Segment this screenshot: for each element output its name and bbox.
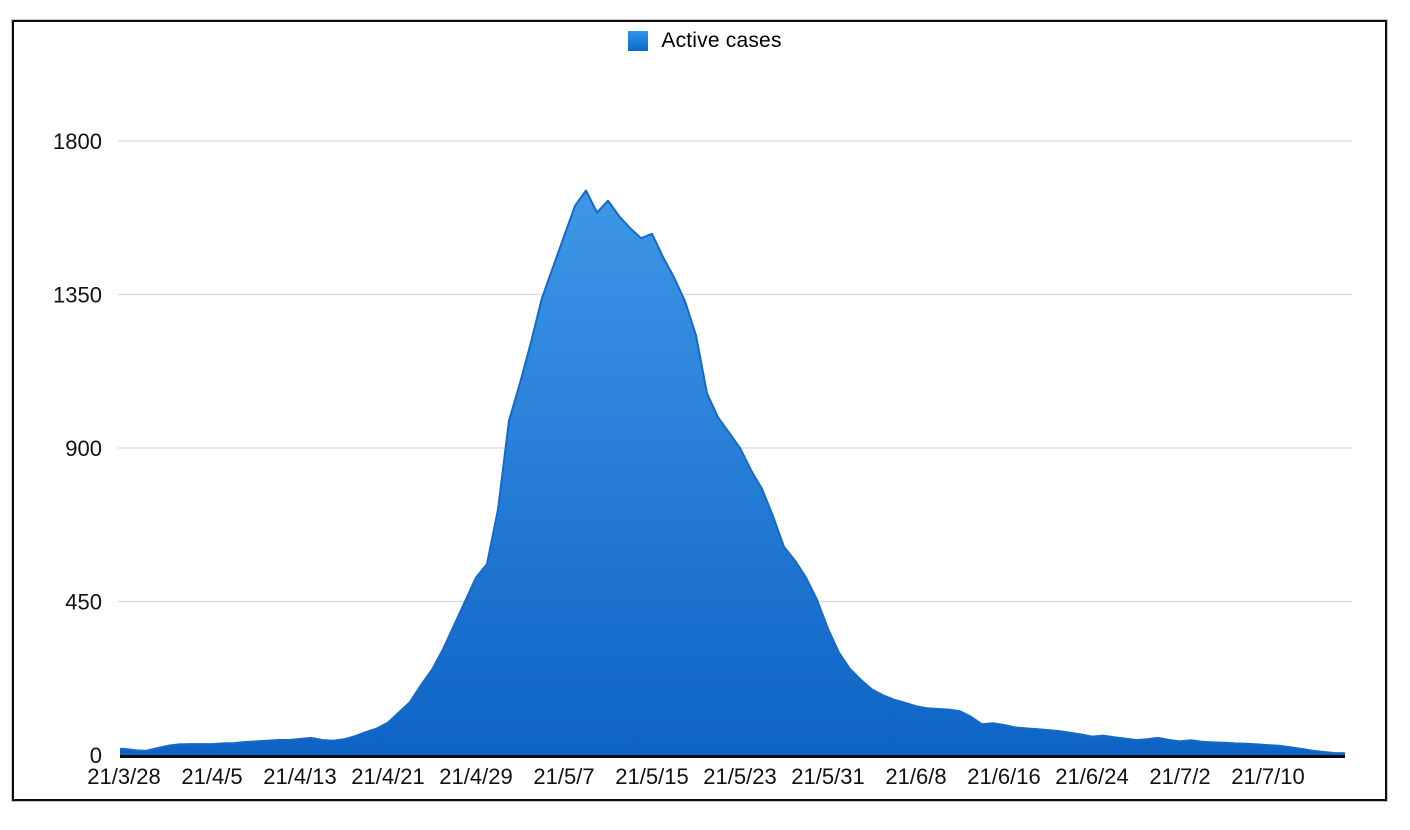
y-tick-label-1350: 1350 <box>53 283 102 308</box>
y-tick-label-900: 900 <box>65 436 102 461</box>
x-tick-label-21/4/29: 21/4/29 <box>439 764 512 789</box>
legend: Active cases <box>0 29 1410 53</box>
x-tick-label-21/6/8: 21/6/8 <box>885 764 946 789</box>
x-tick-label-21/5/7: 21/5/7 <box>533 764 594 789</box>
legend-label: Active cases <box>661 29 782 52</box>
x-tick-label-21/4/13: 21/4/13 <box>263 764 336 789</box>
y-tick-label-1800: 1800 <box>53 129 102 154</box>
x-tick-label-21/3/28: 21/3/28 <box>87 764 160 789</box>
x-tick-label-21/6/24: 21/6/24 <box>1055 764 1128 789</box>
x-tick-label-21/5/31: 21/5/31 <box>791 764 864 789</box>
y-axis-labels: 0 450 900 1350 1800 <box>53 129 102 768</box>
x-tick-label-21/7/2: 21/7/2 <box>1149 764 1210 789</box>
active-cases-area <box>120 190 1345 755</box>
active-cases-line <box>120 189 1346 755</box>
x-tick-label-21/4/5: 21/4/5 <box>181 764 242 789</box>
x-tick-label-21/4/21: 21/4/21 <box>351 764 424 789</box>
active-cases-series <box>120 189 1346 758</box>
x-tick-label-21/5/23: 21/5/23 <box>703 764 776 789</box>
x-tick-label-21/6/16: 21/6/16 <box>967 764 1040 789</box>
legend-swatch-icon <box>628 31 649 51</box>
x-tick-label-21/5/15: 21/5/15 <box>615 764 688 789</box>
x-tick-label-21/7/10: 21/7/10 <box>1231 764 1304 789</box>
y-tick-label-0: 0 <box>90 743 102 768</box>
y-tick-label-450: 450 <box>65 590 102 615</box>
x-axis-labels: 21/3/28 21/4/5 21/4/13 21/4/21 21/4/29 21/5/7… <box>87 764 1304 789</box>
